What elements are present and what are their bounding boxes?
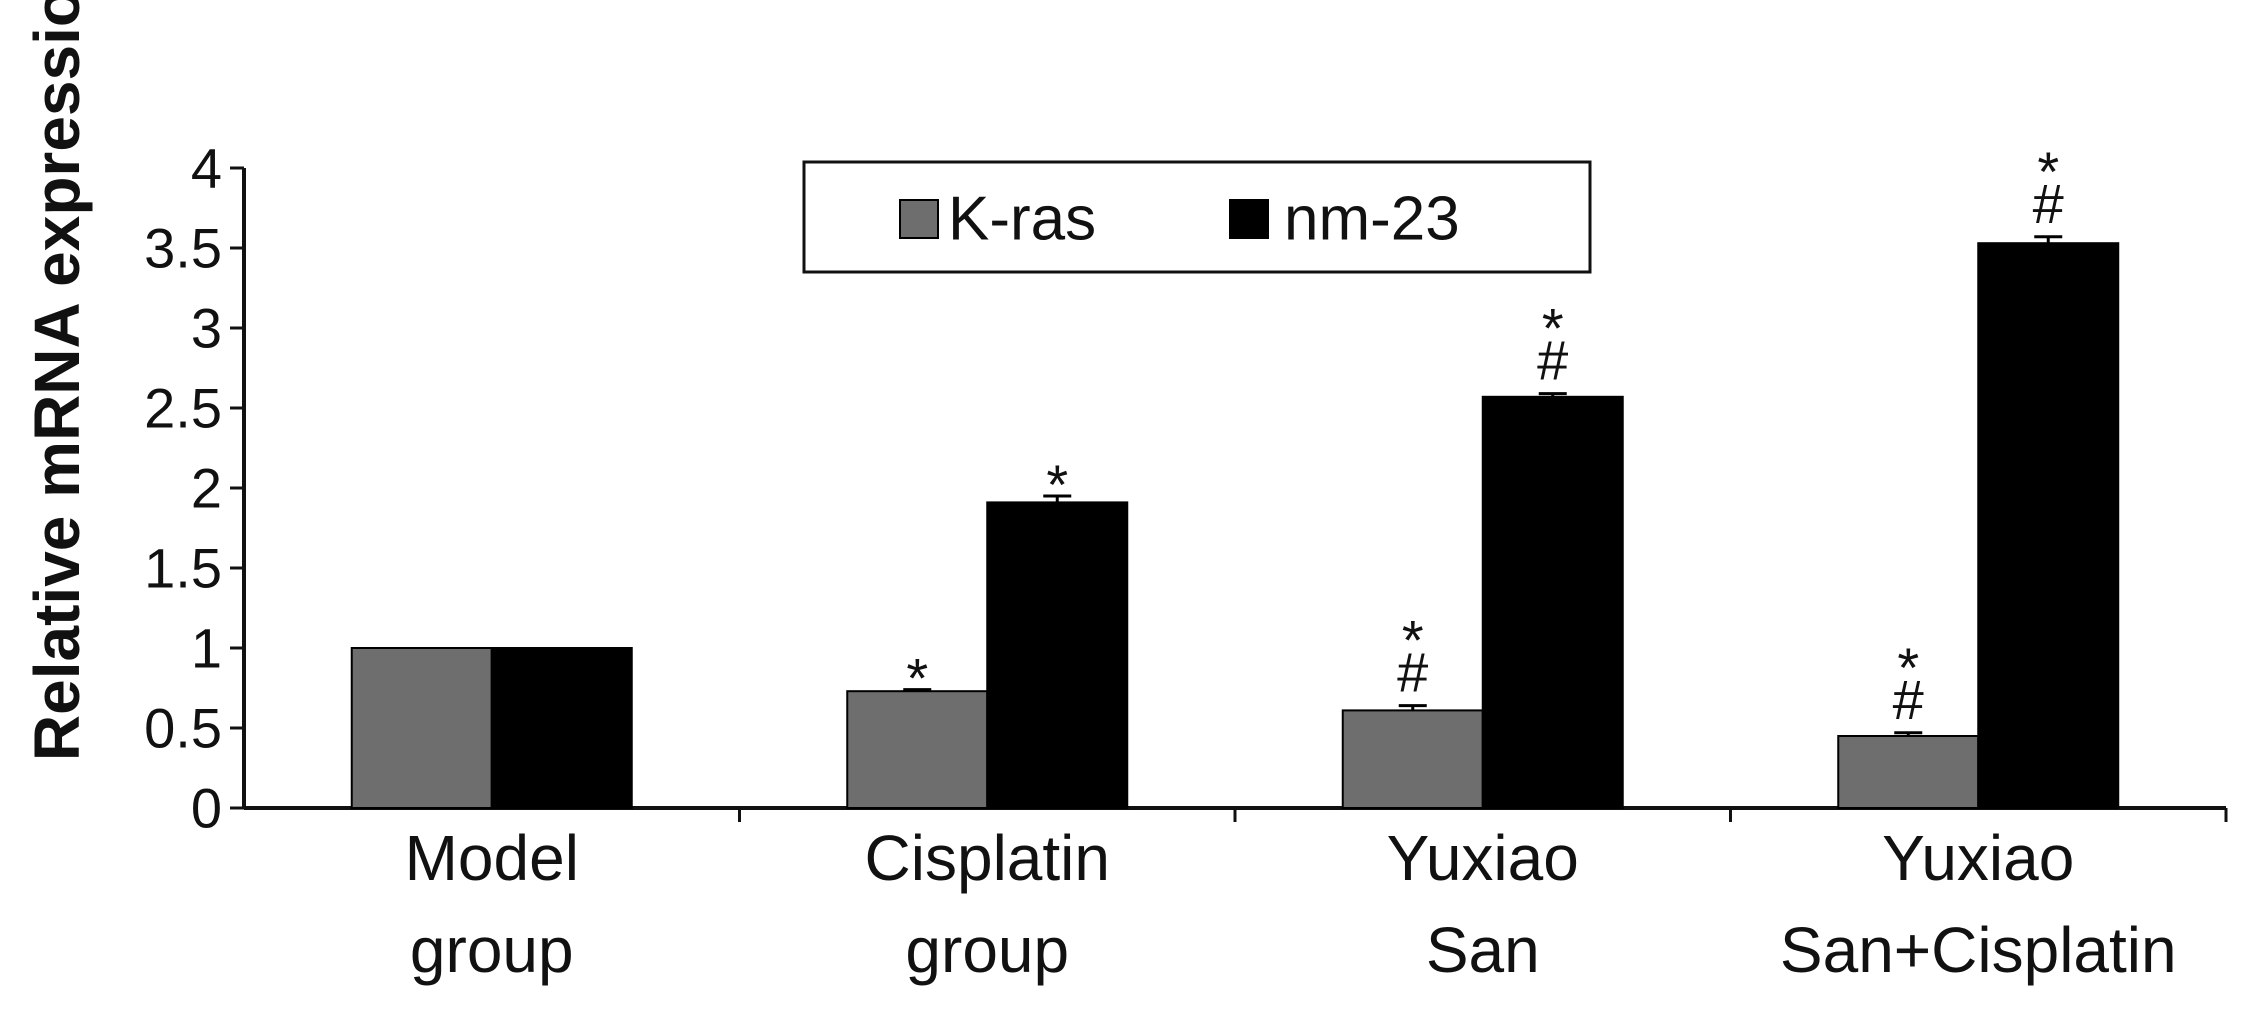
significance-hash: #: [1537, 329, 1568, 392]
category-label: Yuxiao: [1882, 822, 2074, 894]
significance-star: *: [1542, 297, 1564, 360]
legend-label: K-ras: [948, 185, 1096, 254]
significance-star: *: [1046, 453, 1068, 516]
category-label: Model: [405, 822, 579, 894]
category-label: group: [905, 914, 1069, 986]
significance-hash: #: [1893, 668, 1924, 731]
legend-swatch-k-ras: [899, 199, 939, 239]
bar-k-ras: [350, 647, 493, 809]
bar-nm-23: [986, 501, 1129, 809]
significance-star: *: [1897, 636, 1919, 699]
y-tick-label: 1: [191, 617, 222, 680]
category-label: San+Cisplatin: [1780, 914, 2177, 986]
y-tick-label: 0: [191, 777, 222, 840]
y-tick-label: 3.5: [144, 217, 222, 280]
category-label: group: [410, 914, 574, 986]
y-axis-title: Relative mRNA expression: [21, 0, 93, 761]
significance-hash: #: [1397, 641, 1428, 704]
y-tick-label: 2.5: [144, 377, 222, 440]
bar-nm-23: [490, 647, 633, 809]
bars: [350, 235, 2120, 810]
category-label: San: [1426, 914, 1540, 986]
bar-k-ras: [1837, 735, 1980, 809]
y-tick-label: 1.5: [144, 537, 222, 600]
bar-nm-23: [1481, 395, 1624, 809]
legend-label: nm-23: [1284, 185, 1460, 254]
y-tick-label: 2: [191, 457, 222, 520]
y-tick-label: 4: [191, 137, 222, 200]
bar-k-ras: [1341, 709, 1484, 810]
category-labels: Model group Cisplatin group Yuxiao San Yuxiao S…: [405, 822, 2177, 986]
category-label: Yuxiao: [1387, 822, 1579, 894]
legend-swatch-nm-23: [1229, 199, 1269, 239]
significance-star: *: [906, 647, 928, 710]
significance-hash: #: [2033, 172, 2064, 235]
significance-annotations: **#*#*#*#*: [906, 140, 2063, 731]
y-tick-label: 3: [191, 297, 222, 360]
bar-nm-23: [1977, 242, 2120, 809]
legend: K-ras nm-23: [802, 160, 1592, 274]
significance-star: *: [2037, 140, 2059, 203]
significance-star: *: [1402, 609, 1424, 672]
category-label: Cisplatin: [865, 822, 1110, 894]
y-tick-label: 0.5: [144, 697, 222, 760]
